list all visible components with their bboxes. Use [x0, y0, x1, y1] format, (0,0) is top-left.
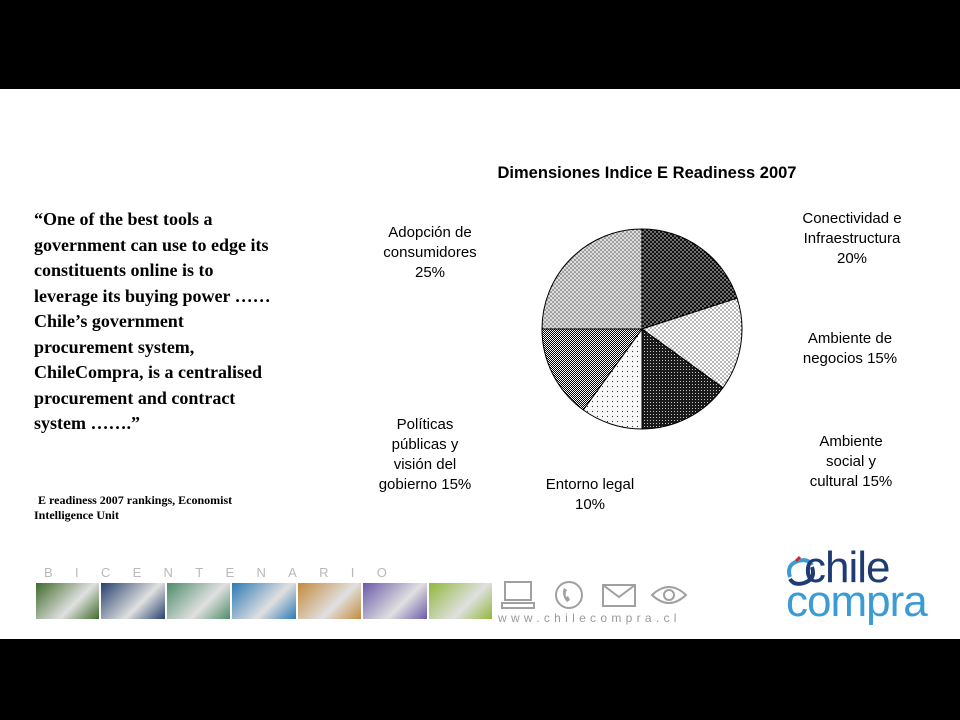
phone-icon — [555, 581, 583, 609]
photo-tile — [297, 583, 362, 619]
slice-label: Ambiente social y cultural 15% — [810, 433, 893, 490]
slice-label-line: Conectividad e — [802, 210, 901, 227]
photo-tile — [363, 583, 427, 619]
slice-label-line: 25% — [415, 264, 445, 281]
slice-label-line: visión del — [394, 456, 457, 473]
chart-title: Dimensiones Indice E Readiness 2007 — [498, 164, 797, 182]
chilecompra-logo: chile compra — [784, 543, 934, 637]
quote-line: “One of the best tools a — [34, 209, 213, 229]
contact-icons — [500, 579, 688, 611]
pie-slice — [541, 228, 643, 330]
quote-line: system …….” — [34, 413, 140, 433]
quote-line: procurement and contract — [34, 387, 236, 408]
bicentenario-wordmark: BICENTENARIO — [44, 565, 410, 580]
photo-tile — [428, 583, 492, 619]
slice-label-line: Ambiente de — [808, 330, 892, 347]
website-url: www.chilecompra.cl — [498, 611, 681, 625]
logo-word-chile: chile — [804, 543, 890, 592]
slice-label-line: 20% — [837, 250, 867, 267]
slice-label: Políticas públicas y visión del gobierno 15… — [379, 416, 472, 493]
slice-label-line: 10% — [575, 496, 605, 513]
pie-slice — [640, 297, 743, 389]
slice-label: Ambiente de negocios 15% — [803, 330, 897, 367]
quote-line: constituents online is to — [34, 260, 214, 280]
logo-word-compra: compra — [786, 577, 928, 626]
pie-labels: Conectividad e Infraestructura 20% Ambiente… — [379, 210, 902, 513]
pie-slice — [641, 328, 724, 430]
pie-slice — [541, 328, 643, 411]
pie-slices — [541, 228, 743, 430]
eye-icon — [650, 586, 688, 604]
pie-chart: Dimensiones Indice E Readiness 2007 Cone… — [379, 164, 902, 513]
slice-label-line: cultural 15% — [810, 473, 893, 490]
quote-source: E readiness 2007 rankings, Economist Int… — [34, 493, 294, 523]
slice-label: Conectividad e Infraestructura 20% — [802, 210, 901, 267]
slice-label-line: Entorno legal — [546, 476, 634, 493]
slice-label-line: Infraestructura — [804, 230, 901, 247]
computer-icon — [501, 581, 535, 609]
slice-label-line: social y — [826, 453, 877, 470]
quote-line: Chile’s government — [34, 311, 184, 331]
pie-slice — [641, 228, 738, 330]
swirl-icon — [787, 555, 815, 586]
photo-tile — [232, 583, 296, 619]
slice-label: Entorno legal 10% — [546, 476, 634, 513]
slice-label-line: negocios 15% — [803, 350, 897, 367]
photo-strip — [36, 583, 492, 619]
slice-label-line: consumidores — [383, 244, 476, 261]
photo-tile — [101, 583, 165, 619]
source-line: E readiness 2007 rankings, Economist — [38, 493, 233, 507]
photo-tile — [36, 583, 100, 619]
slice-label-line: Políticas — [397, 416, 454, 433]
quote-line: ChileCompra, is a centralised — [34, 362, 262, 382]
slice-label-line: públicas y — [392, 436, 459, 453]
slide: “One of the best tools a government can … — [0, 89, 960, 639]
slice-label: Adopción de consumidores 25% — [383, 224, 476, 281]
quote-text: “One of the best tools a government can … — [34, 207, 334, 437]
quote-line: government can use to edge its — [34, 234, 269, 255]
slice-label-line: gobierno 15% — [379, 476, 472, 493]
source-line: Intelligence Unit — [34, 508, 119, 522]
quote-line: leverage its buying power …… — [34, 285, 271, 306]
quote-line: procurement system, — [34, 336, 195, 357]
slice-label-line: Ambiente — [819, 433, 882, 450]
envelope-icon — [602, 584, 636, 607]
photo-tile — [166, 583, 231, 619]
slice-label-line: Adopción de — [388, 224, 471, 241]
